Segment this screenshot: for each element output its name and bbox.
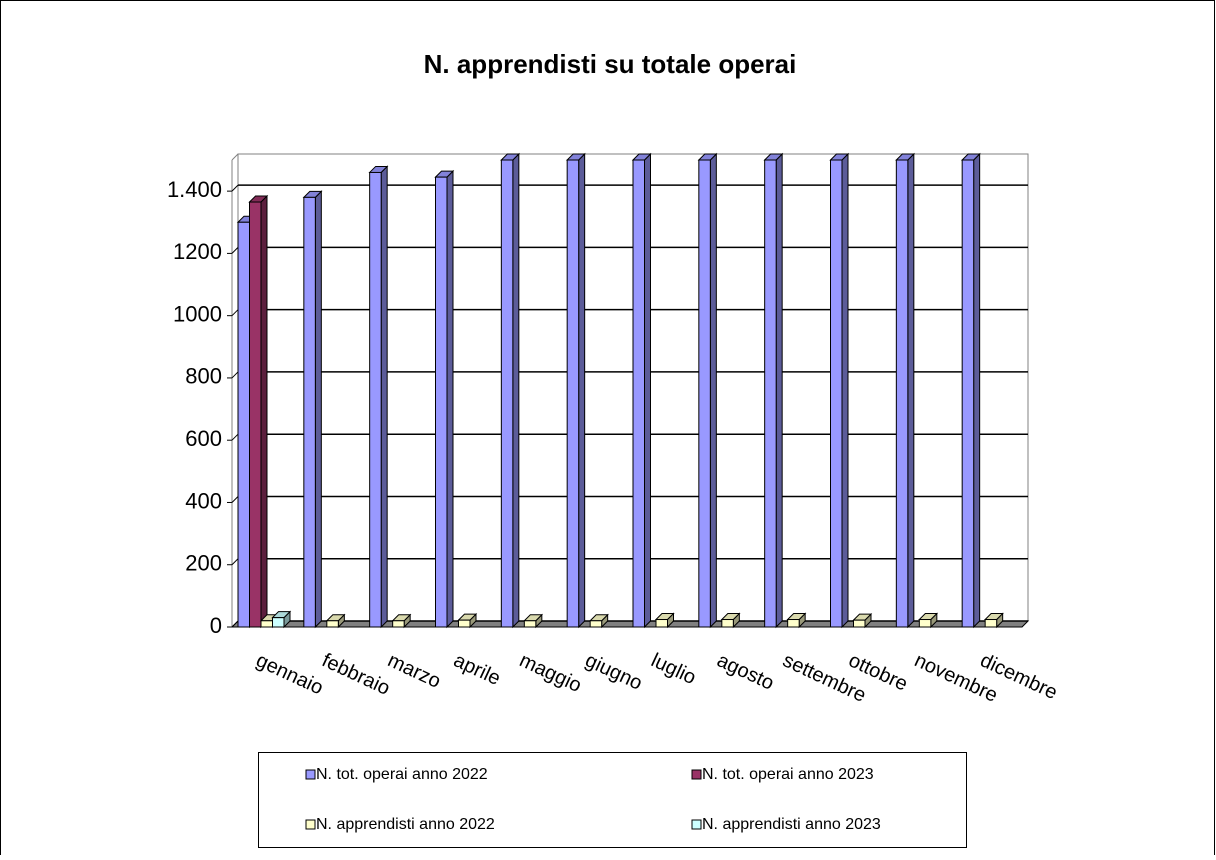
y-tick-label: 400 <box>185 488 222 513</box>
legend-label: N. tot. operai anno 2022 <box>316 766 488 783</box>
grid-line <box>231 371 239 379</box>
bar-side <box>380 165 388 629</box>
legend-label: N. apprendisti anno 2023 <box>702 816 881 833</box>
grid-line <box>231 247 239 254</box>
bar <box>589 620 603 628</box>
bar <box>260 620 273 628</box>
bar <box>566 159 580 628</box>
legend-swatch <box>305 769 316 780</box>
bar <box>830 159 843 628</box>
bar <box>435 176 448 628</box>
bar-side <box>644 152 651 629</box>
legend-swatch <box>691 769 702 780</box>
bar <box>698 159 711 628</box>
bar <box>272 617 285 628</box>
bar-side <box>260 194 268 629</box>
bar-side <box>578 152 586 629</box>
bar <box>392 620 405 628</box>
bar <box>237 221 250 628</box>
bar-side <box>512 152 520 629</box>
grid-line <box>231 558 239 566</box>
y-tick-label: 1.400 <box>167 177 222 202</box>
y-tick-label: 200 <box>185 551 222 576</box>
bar <box>787 619 800 628</box>
y-tick-label: 600 <box>185 426 222 451</box>
bar <box>523 620 537 628</box>
y-tick-label: 0 <box>210 613 222 638</box>
grid-line <box>231 496 239 503</box>
legend-swatch <box>305 819 316 830</box>
bar-side <box>709 152 717 629</box>
bar-side <box>446 169 454 629</box>
grid-line <box>231 620 239 628</box>
bar-side <box>314 190 322 629</box>
bar <box>984 619 998 628</box>
left-wall-edge <box>231 153 239 161</box>
bar <box>249 201 262 628</box>
bar <box>721 619 734 628</box>
y-tick-label: 800 <box>185 364 222 389</box>
bar <box>458 619 471 628</box>
bar <box>369 171 382 628</box>
bar <box>853 619 866 628</box>
bar <box>961 159 975 628</box>
legend-label: N. apprendisti anno 2022 <box>316 816 495 833</box>
bar-side <box>907 152 915 629</box>
bar <box>655 619 668 628</box>
y-tick-label: 1200 <box>173 239 222 264</box>
bar <box>918 619 932 628</box>
bar <box>500 159 514 628</box>
bar <box>764 159 777 628</box>
bar <box>895 159 909 628</box>
bar-side <box>775 152 783 629</box>
bar <box>326 620 339 628</box>
legend <box>258 752 967 848</box>
bar-side <box>841 152 849 629</box>
bar <box>632 159 645 628</box>
grid-line <box>231 309 239 317</box>
bar <box>303 196 316 628</box>
y-tick-label: 1000 <box>173 301 222 326</box>
grid-line <box>231 433 239 441</box>
legend-label: N. tot. operai anno 2023 <box>702 766 874 783</box>
legend-swatch <box>691 819 702 830</box>
bar-side <box>973 152 981 629</box>
grid-line <box>231 184 239 192</box>
chart-title: N. apprendisti su totale operai <box>424 49 797 79</box>
